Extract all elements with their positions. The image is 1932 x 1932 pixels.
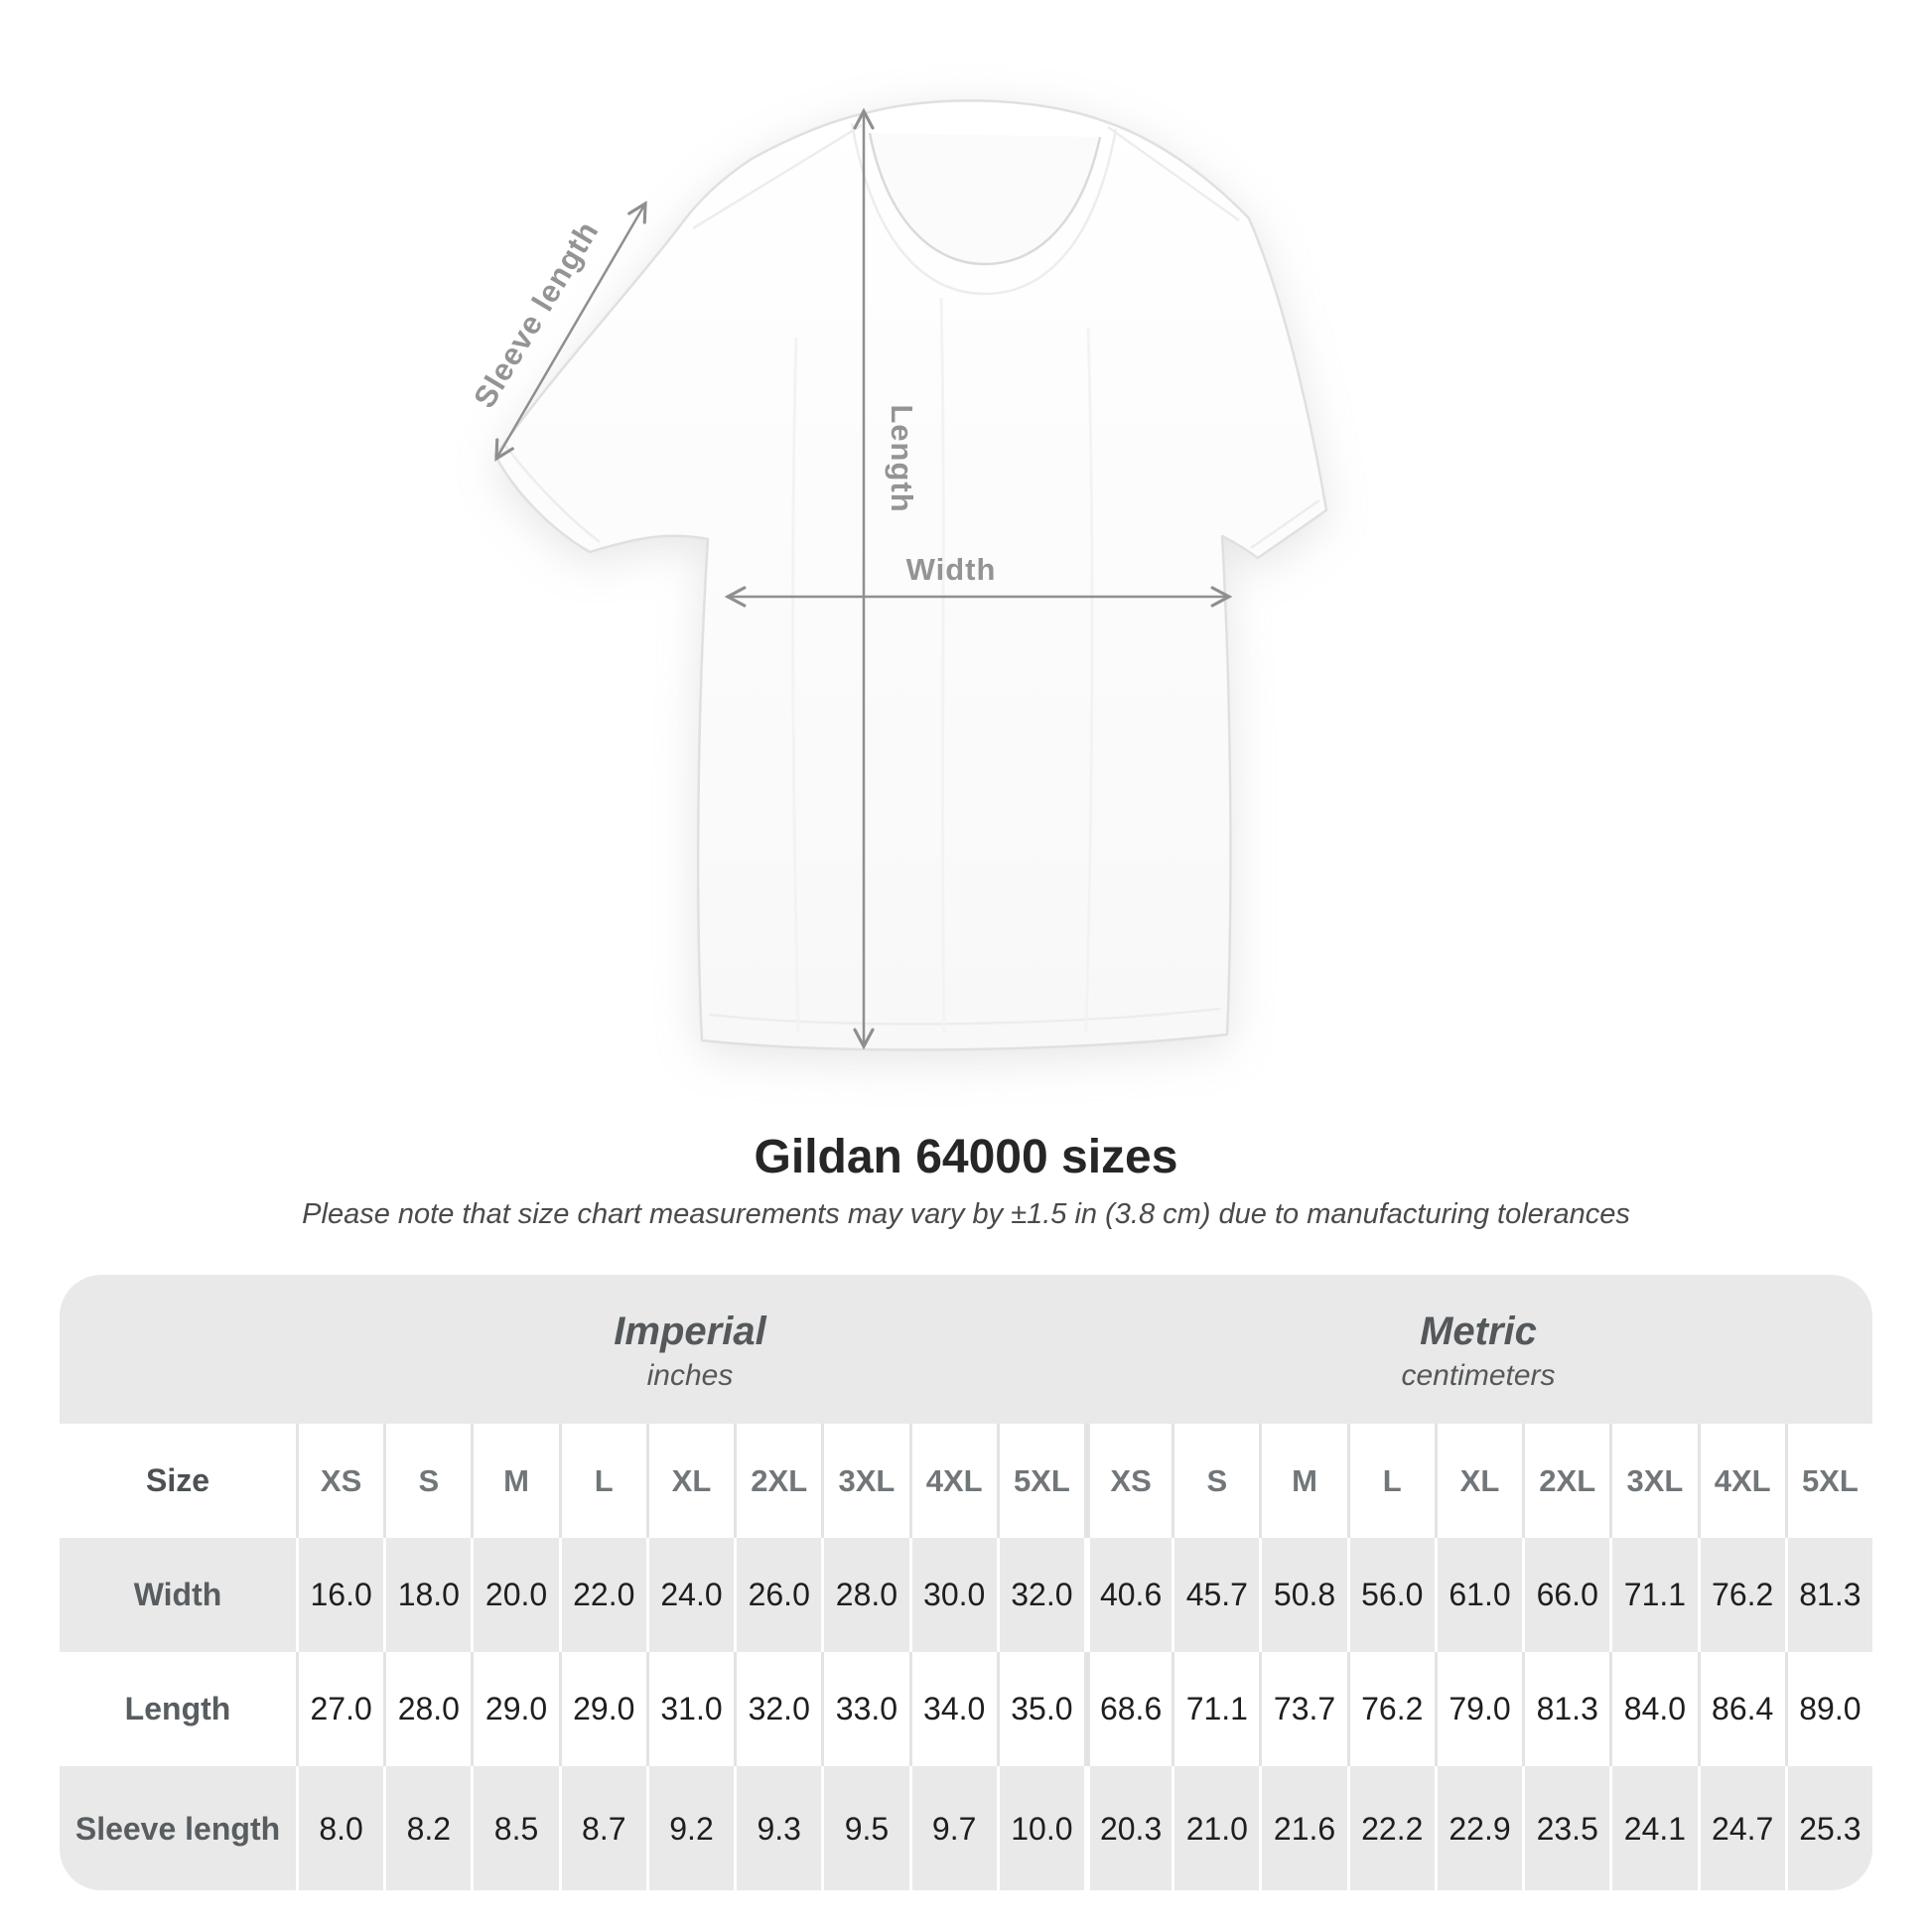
table-cell: 8.5: [471, 1766, 558, 1890]
table-cell: 24.7: [1697, 1766, 1785, 1890]
tshirt-graphic: [493, 99, 1328, 1051]
table-cell: 56.0: [1346, 1538, 1435, 1652]
size-col-header: 3XL: [1609, 1424, 1697, 1538]
table-cell: 76.2: [1346, 1652, 1435, 1766]
table-cell: 23.5: [1522, 1766, 1609, 1890]
table-cell: 73.7: [1259, 1652, 1346, 1766]
table-cell: 16.0: [296, 1538, 383, 1652]
table-cell: 25.3: [1784, 1766, 1872, 1890]
table-cell: 32.0: [734, 1652, 821, 1766]
table-cell: 27.0: [296, 1652, 383, 1766]
size-col-header: M: [471, 1424, 558, 1538]
table-cell: 9.2: [645, 1766, 734, 1890]
table-cell: 20.0: [471, 1538, 558, 1652]
table-cell: 20.3: [1083, 1766, 1172, 1890]
table-cell: 71.1: [1609, 1538, 1697, 1652]
tshirt-diagram: Width Length Sleeve length: [467, 99, 1328, 1051]
table-cell: 68.6: [1083, 1652, 1172, 1766]
size-col-header: 2XL: [734, 1424, 821, 1538]
size-col-header: 2XL: [1522, 1424, 1609, 1538]
table-cell: 40.6: [1083, 1538, 1172, 1652]
size-col-header: S: [383, 1424, 471, 1538]
size-col-header: M: [1259, 1424, 1346, 1538]
table-cell: 21.0: [1172, 1766, 1259, 1890]
table-row-length: Length 27.0 28.0 29.0 29.0 31.0 32.0 33.…: [60, 1652, 1872, 1766]
table-cell: 86.4: [1697, 1652, 1785, 1766]
table-cell: 31.0: [645, 1652, 734, 1766]
width-label: Width: [906, 552, 997, 587]
size-col-header: XL: [1434, 1424, 1522, 1538]
table-cell: 8.0: [296, 1766, 383, 1890]
size-col-header: S: [1172, 1424, 1259, 1538]
table-cell: 28.0: [821, 1538, 908, 1652]
table-cell: 61.0: [1434, 1538, 1522, 1652]
unit-group-header: Imperial inches Metric centimeters: [60, 1275, 1872, 1424]
table-cell: 81.3: [1522, 1652, 1609, 1766]
size-col-header: L: [558, 1424, 646, 1538]
row-label: Width: [133, 1577, 222, 1612]
table-cell: 24.0: [645, 1538, 734, 1652]
table-cell: 9.7: [908, 1766, 997, 1890]
size-header-cell: Size: [145, 1462, 210, 1498]
table-cell: 89.0: [1784, 1652, 1872, 1766]
table-cell: 8.7: [558, 1766, 646, 1890]
table-cell: 45.7: [1172, 1538, 1259, 1652]
table-cell: 26.0: [734, 1538, 821, 1652]
row-label: Length: [124, 1691, 231, 1726]
table-row-width: Width 16.0 18.0 20.0 22.0 24.0 26.0 28.0…: [60, 1538, 1872, 1652]
band-spacer: [60, 1275, 296, 1424]
collar-opening: [868, 132, 1102, 266]
size-table: Imperial inches Metric centimeters Size …: [60, 1275, 1872, 1890]
size-col-header: XS: [1083, 1424, 1172, 1538]
page-title: Gildan 64000 sizes: [754, 1131, 1178, 1183]
table-cell: 22.2: [1346, 1766, 1435, 1890]
table-cell: 34.0: [908, 1652, 997, 1766]
table-cell: 28.0: [383, 1652, 471, 1766]
table-cell: 29.0: [471, 1652, 558, 1766]
table-cell: 30.0: [908, 1538, 997, 1652]
table-cell: 84.0: [1609, 1652, 1697, 1766]
size-col-header: 4XL: [1697, 1424, 1785, 1538]
table-cell: 21.6: [1259, 1766, 1346, 1890]
table-row-sleeve-length: Sleeve length 8.0 8.2 8.5 8.7 9.2 9.3 9.…: [60, 1766, 1872, 1890]
size-col-header: 5XL: [996, 1424, 1084, 1538]
table-cell: 71.1: [1172, 1652, 1259, 1766]
table-cell: 24.1: [1609, 1766, 1697, 1890]
imperial-unit: inches: [646, 1359, 734, 1392]
length-label: Length: [885, 404, 919, 512]
imperial-label: Imperial: [614, 1310, 766, 1353]
metric-header: Metric centimeters: [1084, 1275, 1872, 1424]
table-cell: 22.0: [558, 1538, 646, 1652]
table-header-row: Size XS S M L XL 2XL 3XL 4XL 5XL XS S M …: [60, 1424, 1872, 1538]
metric-unit: centimeters: [1401, 1359, 1556, 1392]
table-cell: 33.0: [821, 1652, 908, 1766]
table-cell: 10.0: [996, 1766, 1084, 1890]
table-cell: 50.8: [1259, 1538, 1346, 1652]
table-cell: 8.2: [383, 1766, 471, 1890]
size-col-header: 5XL: [1784, 1424, 1872, 1538]
table-cell: 76.2: [1697, 1538, 1785, 1652]
sleeve-length-arrow: [494, 201, 647, 462]
table-cell: 22.9: [1434, 1766, 1522, 1890]
size-col-header: L: [1346, 1424, 1435, 1538]
collar-seam: [850, 122, 1118, 296]
table-cell: 9.3: [734, 1766, 821, 1890]
table-cell: 29.0: [558, 1652, 646, 1766]
page-subtitle: Please note that size chart measurements…: [302, 1198, 1630, 1230]
size-col-header: XS: [296, 1424, 383, 1538]
size-col-header: XL: [645, 1424, 734, 1538]
table-cell: 32.0: [996, 1538, 1084, 1652]
table-cell: 9.5: [821, 1766, 908, 1890]
table-cell: 81.3: [1784, 1538, 1872, 1652]
metric-label: Metric: [1420, 1310, 1537, 1353]
table-cell: 66.0: [1522, 1538, 1609, 1652]
size-col-header: 4XL: [908, 1424, 997, 1538]
row-label: Sleeve length: [74, 1811, 281, 1847]
size-col-header: 3XL: [821, 1424, 908, 1538]
imperial-header: Imperial inches: [296, 1275, 1084, 1424]
table-cell: 35.0: [996, 1652, 1084, 1766]
table-cell: 79.0: [1434, 1652, 1522, 1766]
table-cell: 18.0: [383, 1538, 471, 1652]
